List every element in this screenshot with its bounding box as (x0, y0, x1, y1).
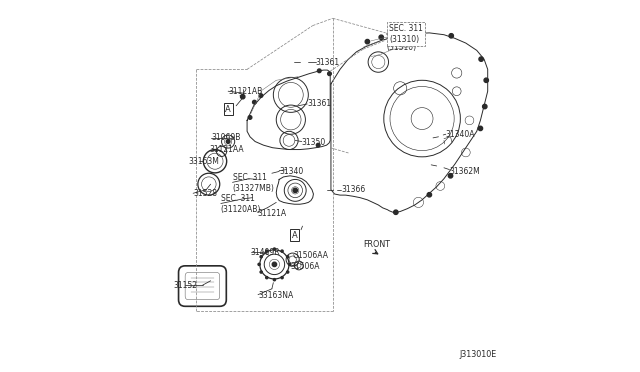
Text: 33163NA: 33163NA (258, 291, 293, 300)
Circle shape (248, 116, 252, 119)
Text: A: A (292, 231, 298, 240)
Circle shape (227, 140, 230, 143)
Text: 31121AB: 31121AB (228, 87, 262, 96)
Circle shape (241, 94, 245, 99)
Circle shape (449, 174, 452, 178)
Circle shape (281, 250, 283, 252)
Circle shape (316, 143, 320, 147)
Text: SEC. 311
(31310): SEC. 311 (31310) (387, 32, 420, 52)
Text: J313010E: J313010E (460, 350, 497, 359)
Text: 31366: 31366 (341, 185, 365, 194)
Circle shape (449, 33, 453, 38)
Text: 31152: 31152 (173, 280, 198, 290)
Circle shape (289, 263, 291, 266)
Circle shape (287, 271, 289, 273)
Text: 31069B: 31069B (211, 134, 241, 142)
Circle shape (483, 104, 487, 109)
Circle shape (293, 188, 298, 193)
Circle shape (398, 32, 403, 36)
Text: A: A (225, 105, 231, 114)
Circle shape (260, 256, 262, 258)
Circle shape (478, 126, 483, 131)
Text: SEC. 311
(31310): SEC. 311 (31310) (389, 23, 423, 44)
Circle shape (484, 78, 488, 83)
Text: 31340A: 31340A (446, 131, 476, 140)
Circle shape (258, 263, 260, 266)
Circle shape (365, 39, 369, 44)
Circle shape (317, 69, 321, 73)
Text: SEC. 311
(31327MB): SEC. 311 (31327MB) (232, 173, 275, 193)
Text: 31506AA: 31506AA (294, 251, 329, 260)
Text: 31350: 31350 (302, 138, 326, 147)
Text: 31121A: 31121A (257, 209, 287, 218)
Text: 31121AA: 31121AA (210, 145, 244, 154)
Circle shape (394, 210, 398, 214)
Text: 31361: 31361 (307, 99, 332, 109)
Circle shape (273, 279, 276, 281)
Circle shape (287, 256, 289, 258)
Text: FRONT: FRONT (363, 240, 390, 249)
Circle shape (260, 271, 262, 273)
Circle shape (259, 94, 263, 97)
Circle shape (328, 72, 332, 76)
Circle shape (273, 248, 276, 250)
Circle shape (253, 100, 256, 104)
Circle shape (266, 276, 268, 279)
Circle shape (479, 57, 483, 61)
Text: 31506A: 31506A (291, 262, 321, 272)
Text: 31528: 31528 (193, 189, 217, 198)
Circle shape (266, 250, 268, 252)
Circle shape (379, 35, 383, 39)
Text: 31361: 31361 (316, 58, 340, 67)
Circle shape (281, 276, 283, 279)
Circle shape (272, 262, 276, 267)
Text: 31340: 31340 (279, 167, 303, 176)
Text: 31409R: 31409R (251, 248, 280, 257)
Circle shape (427, 193, 431, 197)
Text: 33163M: 33163M (188, 157, 219, 166)
Text: SEC. 311
(31120AB): SEC. 311 (31120AB) (221, 194, 261, 214)
Text: 31362M: 31362M (449, 167, 480, 176)
